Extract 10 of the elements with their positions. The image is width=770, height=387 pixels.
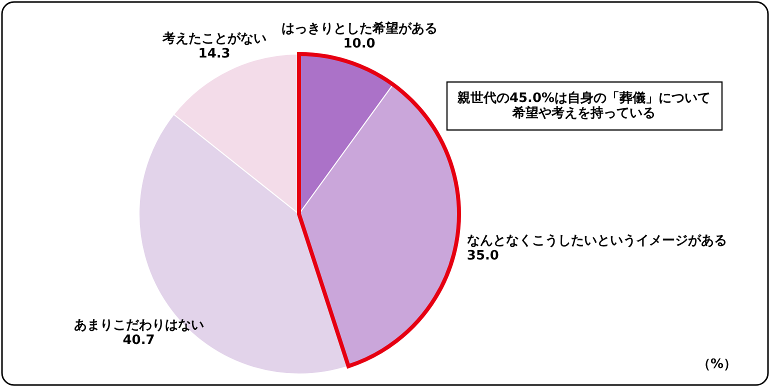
slice-label: あまりこだわりはない [74,318,204,334]
slice-label: はっきりとした希望がある [281,20,438,37]
data-label: 14.3 [198,46,230,62]
slice-label: なんとなくこうしたいというイメージがある [466,234,727,249]
text: 親世代の45.0%は自身の「葬儀」について希望や考えを持っている [456,90,711,121]
data-label: 40.7 [122,333,155,348]
slice-label: 考えたことがない [161,31,266,46]
data-label: 35.0 [466,248,499,264]
text: （%） [697,357,737,372]
data-label: 10.0 [343,36,376,52]
